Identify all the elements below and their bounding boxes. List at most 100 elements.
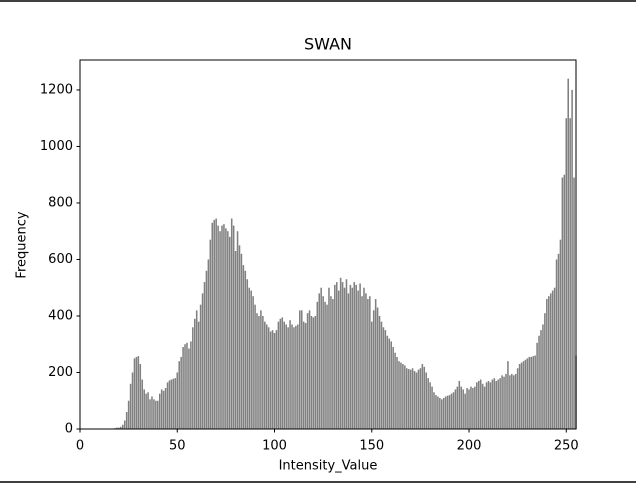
bar	[450, 393, 453, 429]
bar	[462, 389, 464, 429]
bar	[248, 287, 251, 429]
bar	[141, 379, 144, 429]
bar	[540, 330, 542, 429]
bar	[143, 389, 145, 429]
y-axis-label: Frequency	[15, 211, 30, 278]
bar	[262, 315, 264, 429]
bar	[120, 426, 122, 429]
bar	[337, 290, 340, 429]
bar	[291, 324, 293, 429]
x-tick-label: 250	[554, 439, 579, 454]
bar	[310, 315, 313, 429]
bar	[491, 379, 494, 429]
bar	[139, 364, 142, 429]
bar	[442, 397, 445, 429]
bar	[170, 379, 173, 429]
bar	[312, 317, 315, 429]
bar	[297, 324, 299, 429]
bar	[225, 228, 227, 429]
bar	[273, 332, 276, 429]
bar	[411, 368, 414, 429]
bar	[518, 364, 521, 429]
bar	[145, 393, 147, 429]
bar	[232, 225, 235, 429]
bar	[166, 382, 169, 429]
bar	[316, 301, 319, 429]
bar	[493, 378, 496, 429]
bar	[351, 287, 354, 429]
bar	[514, 373, 517, 429]
bar	[520, 362, 523, 429]
bar	[361, 296, 363, 429]
bar	[205, 270, 208, 429]
bar	[394, 352, 396, 429]
bar	[227, 231, 229, 429]
bar	[135, 356, 138, 429]
bar	[374, 299, 377, 429]
bar	[131, 372, 134, 429]
bar	[474, 386, 476, 429]
bar	[405, 368, 408, 429]
bar	[429, 382, 431, 429]
bar	[460, 386, 463, 429]
bar	[207, 259, 210, 429]
bar	[528, 356, 531, 429]
bar	[190, 341, 192, 429]
bar	[230, 218, 233, 429]
bar	[137, 356, 140, 429]
bar	[157, 400, 159, 429]
bar	[481, 383, 484, 429]
bar	[353, 282, 356, 429]
bar	[357, 290, 359, 429]
bar	[318, 293, 321, 429]
bar	[512, 375, 515, 429]
bar	[269, 331, 272, 429]
bar	[464, 393, 466, 429]
bar	[293, 327, 295, 429]
bar	[468, 389, 470, 429]
bar	[425, 372, 428, 429]
bar	[304, 323, 307, 429]
bar	[285, 324, 287, 429]
x-tick-label: 200	[457, 439, 482, 454]
bar	[441, 399, 443, 429]
y-tick-label: 200	[48, 365, 73, 380]
bar	[149, 399, 151, 429]
bar	[330, 296, 332, 429]
bar	[489, 382, 492, 429]
bar	[151, 396, 153, 429]
bar	[363, 287, 365, 429]
bar	[209, 239, 212, 429]
bar	[328, 287, 330, 429]
bar	[129, 383, 132, 429]
bar	[448, 395, 451, 429]
bar	[382, 327, 385, 429]
bar	[118, 427, 120, 429]
bar	[421, 364, 424, 429]
bar	[423, 366, 426, 429]
bar	[277, 321, 280, 429]
bar	[485, 382, 488, 429]
bar	[176, 372, 179, 429]
bar	[302, 321, 305, 429]
bar	[534, 355, 536, 429]
bar	[158, 393, 161, 429]
bar	[260, 310, 262, 429]
bar	[446, 395, 449, 429]
bar	[359, 283, 361, 429]
bar	[347, 293, 350, 429]
bar	[402, 364, 404, 429]
bar	[555, 259, 558, 429]
bar	[487, 380, 490, 429]
bar	[431, 386, 433, 429]
bar	[300, 310, 303, 429]
bar	[505, 373, 507, 429]
bar	[283, 321, 286, 429]
chart-title: SWAN	[304, 35, 352, 54]
bar	[192, 327, 194, 429]
bar	[195, 310, 198, 429]
bar	[561, 177, 564, 429]
bar	[503, 376, 505, 429]
bar	[258, 315, 260, 429]
